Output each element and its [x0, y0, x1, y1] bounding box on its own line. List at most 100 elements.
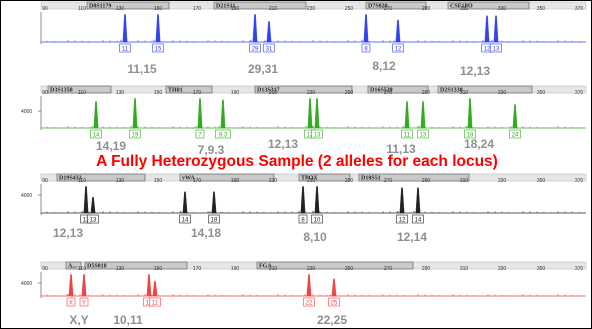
y-tick-label: 4000 [21, 109, 32, 115]
size-tick-label: 370 [575, 178, 584, 184]
allele-peak [331, 278, 337, 297]
genotype-label: 22,25 [317, 313, 347, 327]
allele-peak [363, 13, 369, 43]
locus-box [367, 85, 429, 94]
locus-name: D2S1338 [440, 88, 463, 94]
allele-call-label: 13 [90, 217, 97, 223]
allele-peak [314, 97, 320, 129]
allele-call-box [298, 214, 308, 224]
locus-box [56, 173, 146, 182]
allele-call-label: 14 [93, 132, 100, 138]
genotype-label: 12,13 [268, 137, 298, 151]
allele-call-box [119, 43, 131, 53]
size-tick-label: 370 [575, 90, 584, 96]
panel-2: D3S1358 TH01 D13S317 D16S539 D2S1338 90 110 130… [21, 85, 587, 157]
genotype-label: 29,31 [248, 62, 278, 76]
allele-peak [399, 187, 405, 214]
allele-call-label: 29 [252, 46, 259, 52]
locus-name: TPOX [301, 176, 318, 182]
size-tick-label: 230 [307, 90, 316, 96]
panel-4: A... D5S818 FGA 90 110 130 150 170 190 210 230 250 2… [21, 261, 587, 327]
allele-peak [132, 97, 138, 129]
allele-call-label: 8 [364, 46, 368, 52]
locus-name: D3S1358 [50, 88, 73, 94]
size-tick-label: 310 [460, 90, 469, 96]
allele-peak [93, 100, 99, 129]
size-tick-label: 90 [42, 266, 48, 272]
allele-peak [300, 185, 306, 214]
allele-peak [266, 20, 272, 43]
size-tick-label: 330 [498, 6, 507, 12]
size-tick-label: 310 [460, 266, 469, 272]
allele-call-label: 11 [404, 132, 411, 138]
allele-call-box [509, 129, 521, 139]
allele-call-label: 12 [83, 217, 90, 223]
size-tick-label: 350 [537, 178, 546, 184]
allele-call-label: 14 [182, 217, 189, 223]
size-tick-label: 210 [269, 266, 278, 272]
locus-box [179, 173, 275, 182]
allele-call-box [87, 214, 99, 224]
allele-call-label: 11 [152, 300, 159, 306]
y-tick-label: 4000 [21, 281, 32, 287]
allele-peak [512, 103, 518, 129]
size-tick-label: 130 [116, 178, 125, 184]
allele-call-box [303, 297, 315, 307]
size-tick-label: 270 [384, 6, 393, 12]
allele-call-label: 24 [512, 132, 519, 138]
allele-call-label: 12 [395, 46, 402, 52]
allele-call-box [311, 214, 323, 224]
allele-peak [314, 185, 320, 214]
allele-call-box [152, 43, 164, 53]
locus-name: vWA [182, 176, 195, 182]
genotype-label: 12,14 [397, 230, 427, 244]
allele-call-box [412, 214, 424, 224]
size-tick-label: 210 [269, 6, 278, 12]
locus-box [447, 1, 530, 10]
allele-call-label: 15 [155, 46, 162, 52]
size-tick-label: 290 [422, 90, 431, 96]
allele-call-label: 14 [415, 217, 422, 223]
allele-peak [220, 99, 226, 129]
locus-name: D21S11 [216, 4, 235, 10]
size-tick-label: 270 [384, 178, 393, 184]
size-tick-label: 130 [116, 90, 125, 96]
y-tick-label: 4000 [21, 193, 32, 199]
size-tick-label: 250 [345, 90, 354, 96]
allele-peak [90, 196, 96, 214]
size-tick-label: 350 [537, 6, 546, 12]
locus-box [365, 1, 427, 10]
size-tick-label: 190 [231, 90, 240, 96]
genotype-label: 8,10 [303, 230, 327, 244]
size-tick-label: 90 [42, 178, 48, 184]
allele-call-label: 18 [467, 132, 474, 138]
size-tick-label: 230 [307, 178, 316, 184]
allele-peak [83, 185, 89, 214]
genotype-label: 8,12 [372, 59, 396, 73]
size-tick-label: 190 [231, 178, 240, 184]
locus-box [84, 261, 188, 270]
genotype-label: 14,18 [191, 226, 221, 240]
size-tick-label: 210 [269, 90, 278, 96]
allele-call-label: Y [82, 300, 86, 306]
locus-name: D7S820 [368, 4, 388, 10]
allele-call-label: 12 [484, 46, 491, 52]
locus-name: D13S317 [257, 88, 280, 94]
allele-peak [197, 97, 203, 129]
locus-name: D8S1179 [89, 4, 111, 10]
size-tick-label: 310 [460, 178, 469, 184]
size-tick-label: 190 [231, 266, 240, 272]
size-tick-label: 350 [537, 90, 546, 96]
allele-call-box [215, 129, 231, 139]
genotype-label: 18,24 [464, 137, 494, 151]
size-tick-label: 330 [498, 90, 507, 96]
allele-peak [467, 97, 473, 129]
locus-name: A... [68, 264, 77, 270]
allele-call-box [311, 129, 323, 139]
size-tick-label: 170 [193, 266, 202, 272]
size-tick-label: 130 [116, 266, 125, 272]
size-tick-label: 170 [193, 90, 202, 96]
allele-peak [307, 97, 313, 129]
allele-call-label: 8 [301, 217, 305, 223]
